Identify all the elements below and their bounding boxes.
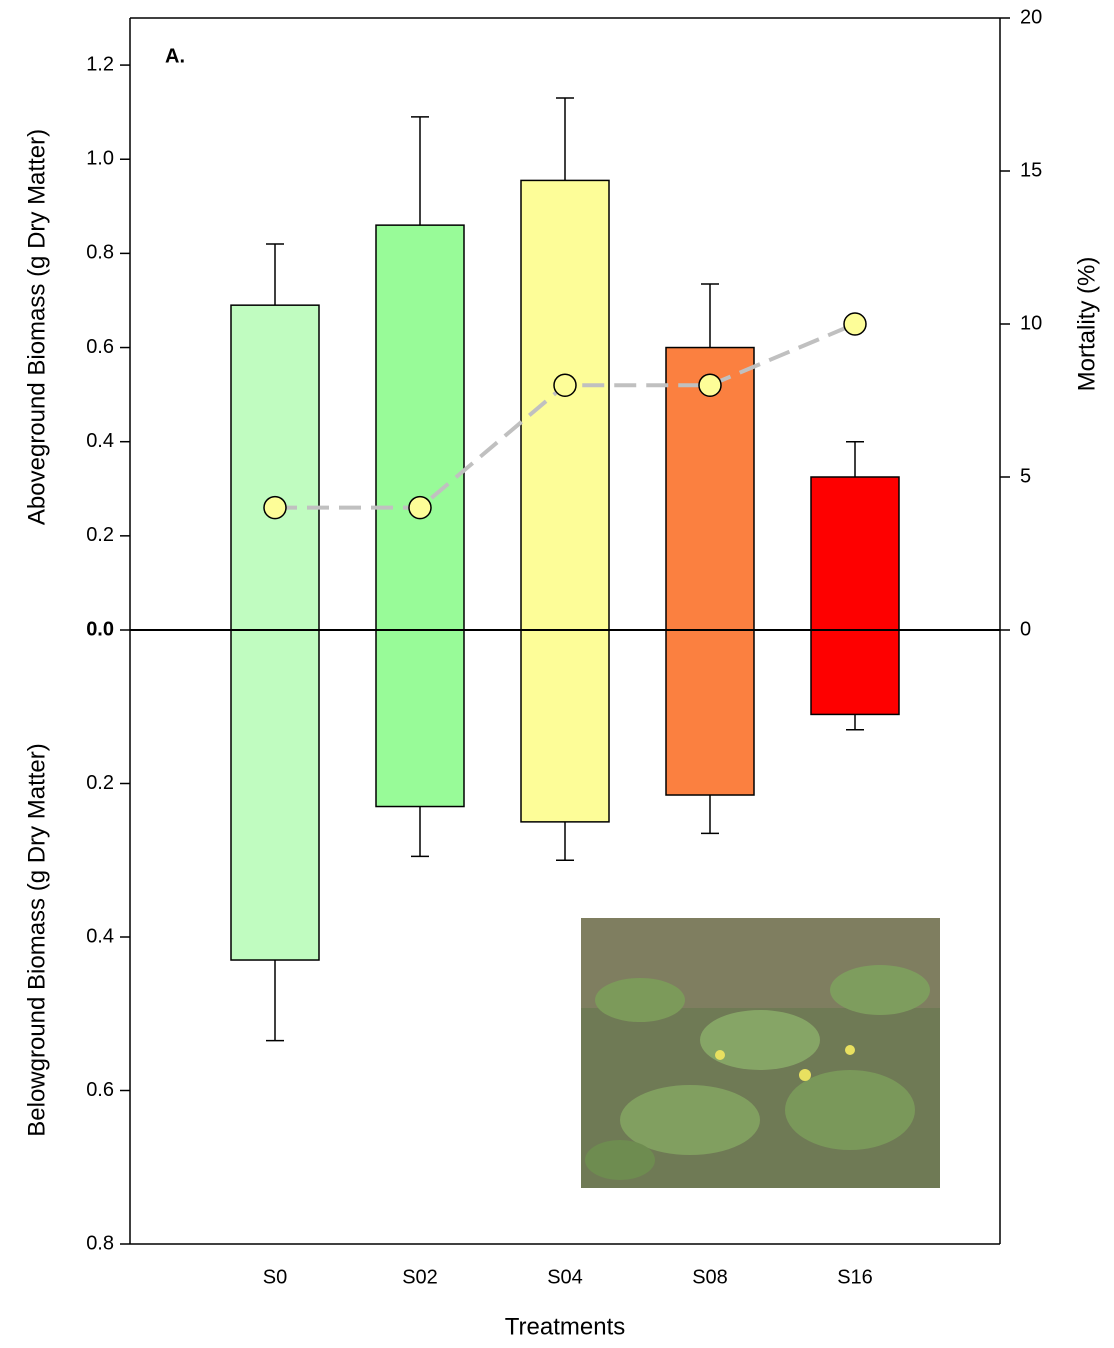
y2-tick-label: 5 [1020, 465, 1031, 487]
bar [811, 630, 899, 714]
bar [521, 180, 609, 630]
y-tick-label: 0.0 [86, 618, 114, 640]
y-tick-label: 0.6 [86, 1079, 114, 1101]
bar [376, 225, 464, 630]
y2-tick-label: 10 [1020, 312, 1042, 334]
y-tick-label: 0.8 [86, 242, 114, 264]
x-tick-label: S08 [692, 1266, 728, 1288]
x-tick-label: S0 [263, 1266, 287, 1288]
bar [376, 630, 464, 807]
y-tick-label: 0.2 [86, 524, 114, 546]
bar [811, 477, 899, 630]
y2-tick-label: 20 [1020, 6, 1042, 28]
marker [699, 374, 721, 396]
y-axis-label: Aboveground Biomass (g Dry Matter) [23, 129, 50, 525]
y-tick-label: 1.0 [86, 148, 114, 170]
y-tick-label: 0.6 [86, 336, 114, 358]
y2-tick-label: 15 [1020, 159, 1042, 181]
bar [231, 305, 319, 630]
x-tick-label: S16 [837, 1266, 873, 1288]
y-tick-label: 0.2 [86, 772, 114, 794]
y-axis-label: Belowground Biomass (g Dry Matter) [23, 743, 50, 1136]
bar [666, 630, 754, 795]
y2-axis-label: Mortality (%) [1073, 257, 1100, 392]
marker [264, 497, 286, 519]
y-tick-label: 0.4 [86, 925, 114, 947]
x-axis-label: Treatments [505, 1313, 625, 1340]
y-tick-label: 1.2 [86, 53, 114, 75]
x-tick-label: S02 [402, 1266, 438, 1288]
y2-tick-label: 0 [1020, 618, 1031, 640]
photo-inset [581, 918, 940, 1188]
bar [521, 630, 609, 822]
marker [844, 313, 866, 335]
panel-label: A. [165, 45, 185, 67]
x-tick-label: S04 [547, 1266, 583, 1288]
marker [554, 374, 576, 396]
y-tick-label: 0.4 [86, 430, 114, 452]
y-tick-label: 0.8 [86, 1232, 114, 1254]
marker [409, 497, 431, 519]
bar [231, 630, 319, 960]
chart: A. Aboveground Biomass (g Dry Matter) Be… [0, 0, 1114, 1343]
